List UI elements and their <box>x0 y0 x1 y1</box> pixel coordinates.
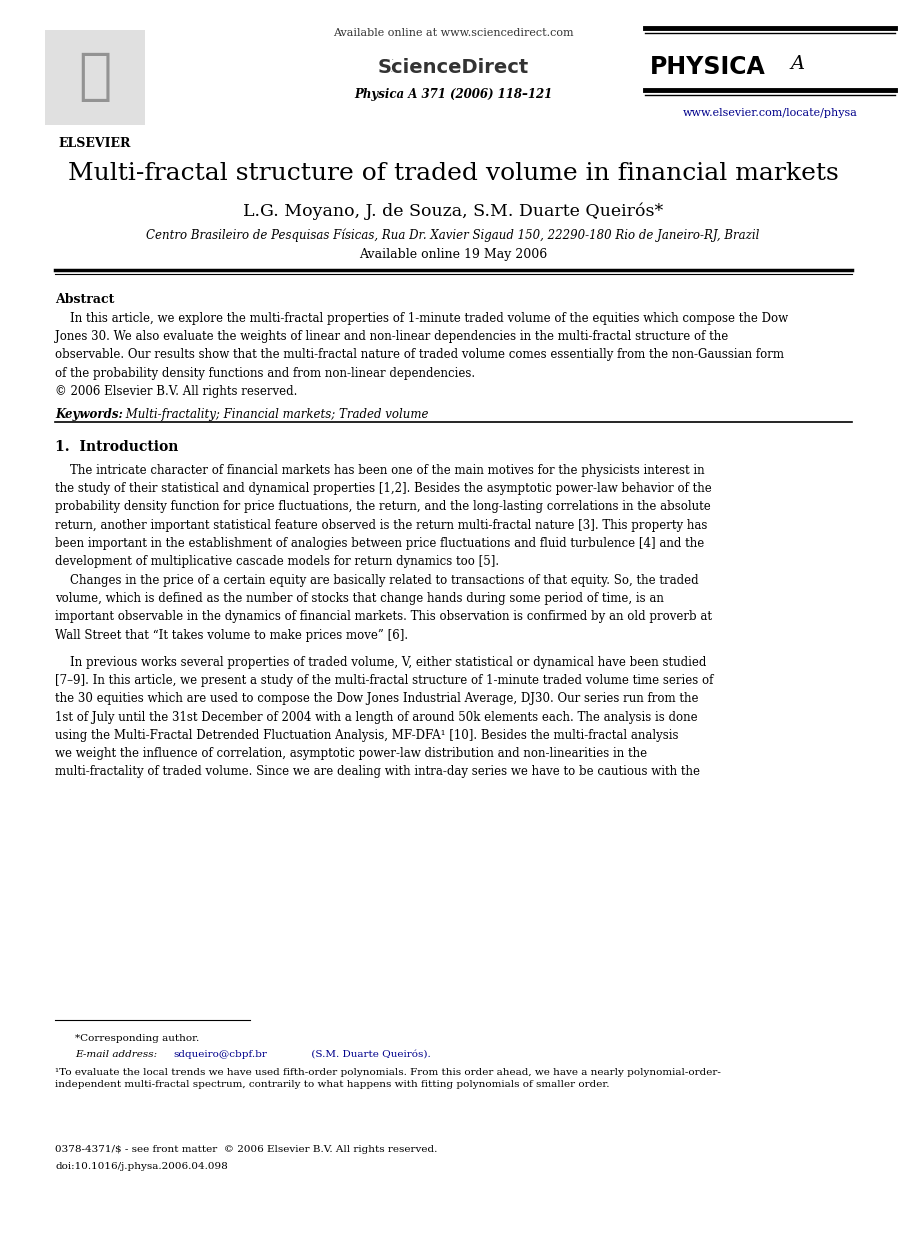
Text: (S.M. Duarte Queirós).: (S.M. Duarte Queirós). <box>308 1050 431 1058</box>
Text: Available online 19 May 2006: Available online 19 May 2006 <box>359 248 547 261</box>
Text: sdqueiro@cbpf.br: sdqueiro@cbpf.br <box>173 1050 267 1058</box>
Text: ScienceDirect: ScienceDirect <box>377 58 529 77</box>
Text: ⬛: ⬛ <box>78 51 112 104</box>
Text: 0378-4371/$ - see front matter  © 2006 Elsevier B.V. All rights reserved.: 0378-4371/$ - see front matter © 2006 El… <box>55 1145 437 1154</box>
Text: Changes in the price of a certain equity are basically related to transactions o: Changes in the price of a certain equity… <box>55 574 712 641</box>
Text: *Corresponding author.: *Corresponding author. <box>75 1034 200 1042</box>
Text: doi:10.1016/j.physa.2006.04.098: doi:10.1016/j.physa.2006.04.098 <box>55 1162 228 1171</box>
Text: Abstract: Abstract <box>55 293 114 306</box>
Text: The intricate character of financial markets has been one of the main motives fo: The intricate character of financial mar… <box>55 464 712 568</box>
Text: ¹To evaluate the local trends we have used fifth-order polynomials. From this or: ¹To evaluate the local trends we have us… <box>55 1068 721 1088</box>
Text: L.G. Moyano, J. de Souza, S.M. Duarte Queirós*: L.G. Moyano, J. de Souza, S.M. Duarte Qu… <box>243 202 663 219</box>
Text: Physica A 371 (2006) 118–121: Physica A 371 (2006) 118–121 <box>354 88 552 102</box>
Text: Available online at www.sciencedirect.com: Available online at www.sciencedirect.co… <box>333 28 573 38</box>
Text: Centro Brasileiro de Pesquisas Físicas, Rua Dr. Xavier Sigaud 150, 22290-180 Rio: Centro Brasileiro de Pesquisas Físicas, … <box>146 228 760 241</box>
Text: A: A <box>790 54 805 73</box>
Text: In previous works several properties of traded volume, V, either statistical or : In previous works several properties of … <box>55 656 714 779</box>
Text: ELSEVIER: ELSEVIER <box>59 137 132 150</box>
Bar <box>45 30 145 125</box>
Text: In this article, we explore the multi-fractal properties of 1-minute traded volu: In this article, we explore the multi-fr… <box>55 312 788 397</box>
Text: Keywords:: Keywords: <box>55 409 122 421</box>
Text: PHYSICA: PHYSICA <box>650 54 766 79</box>
Text: E-mail address:: E-mail address: <box>75 1050 161 1058</box>
Text: Multi-fractality; Financial markets; Traded volume: Multi-fractality; Financial markets; Tra… <box>122 409 428 421</box>
Text: Multi-fractal structure of traded volume in financial markets: Multi-fractal structure of traded volume… <box>68 162 838 184</box>
Text: www.elsevier.com/locate/physa: www.elsevier.com/locate/physa <box>683 108 857 118</box>
Text: · ·
·  · ·: · · · · · <box>381 54 399 77</box>
Text: 1.  Introduction: 1. Introduction <box>55 439 179 454</box>
